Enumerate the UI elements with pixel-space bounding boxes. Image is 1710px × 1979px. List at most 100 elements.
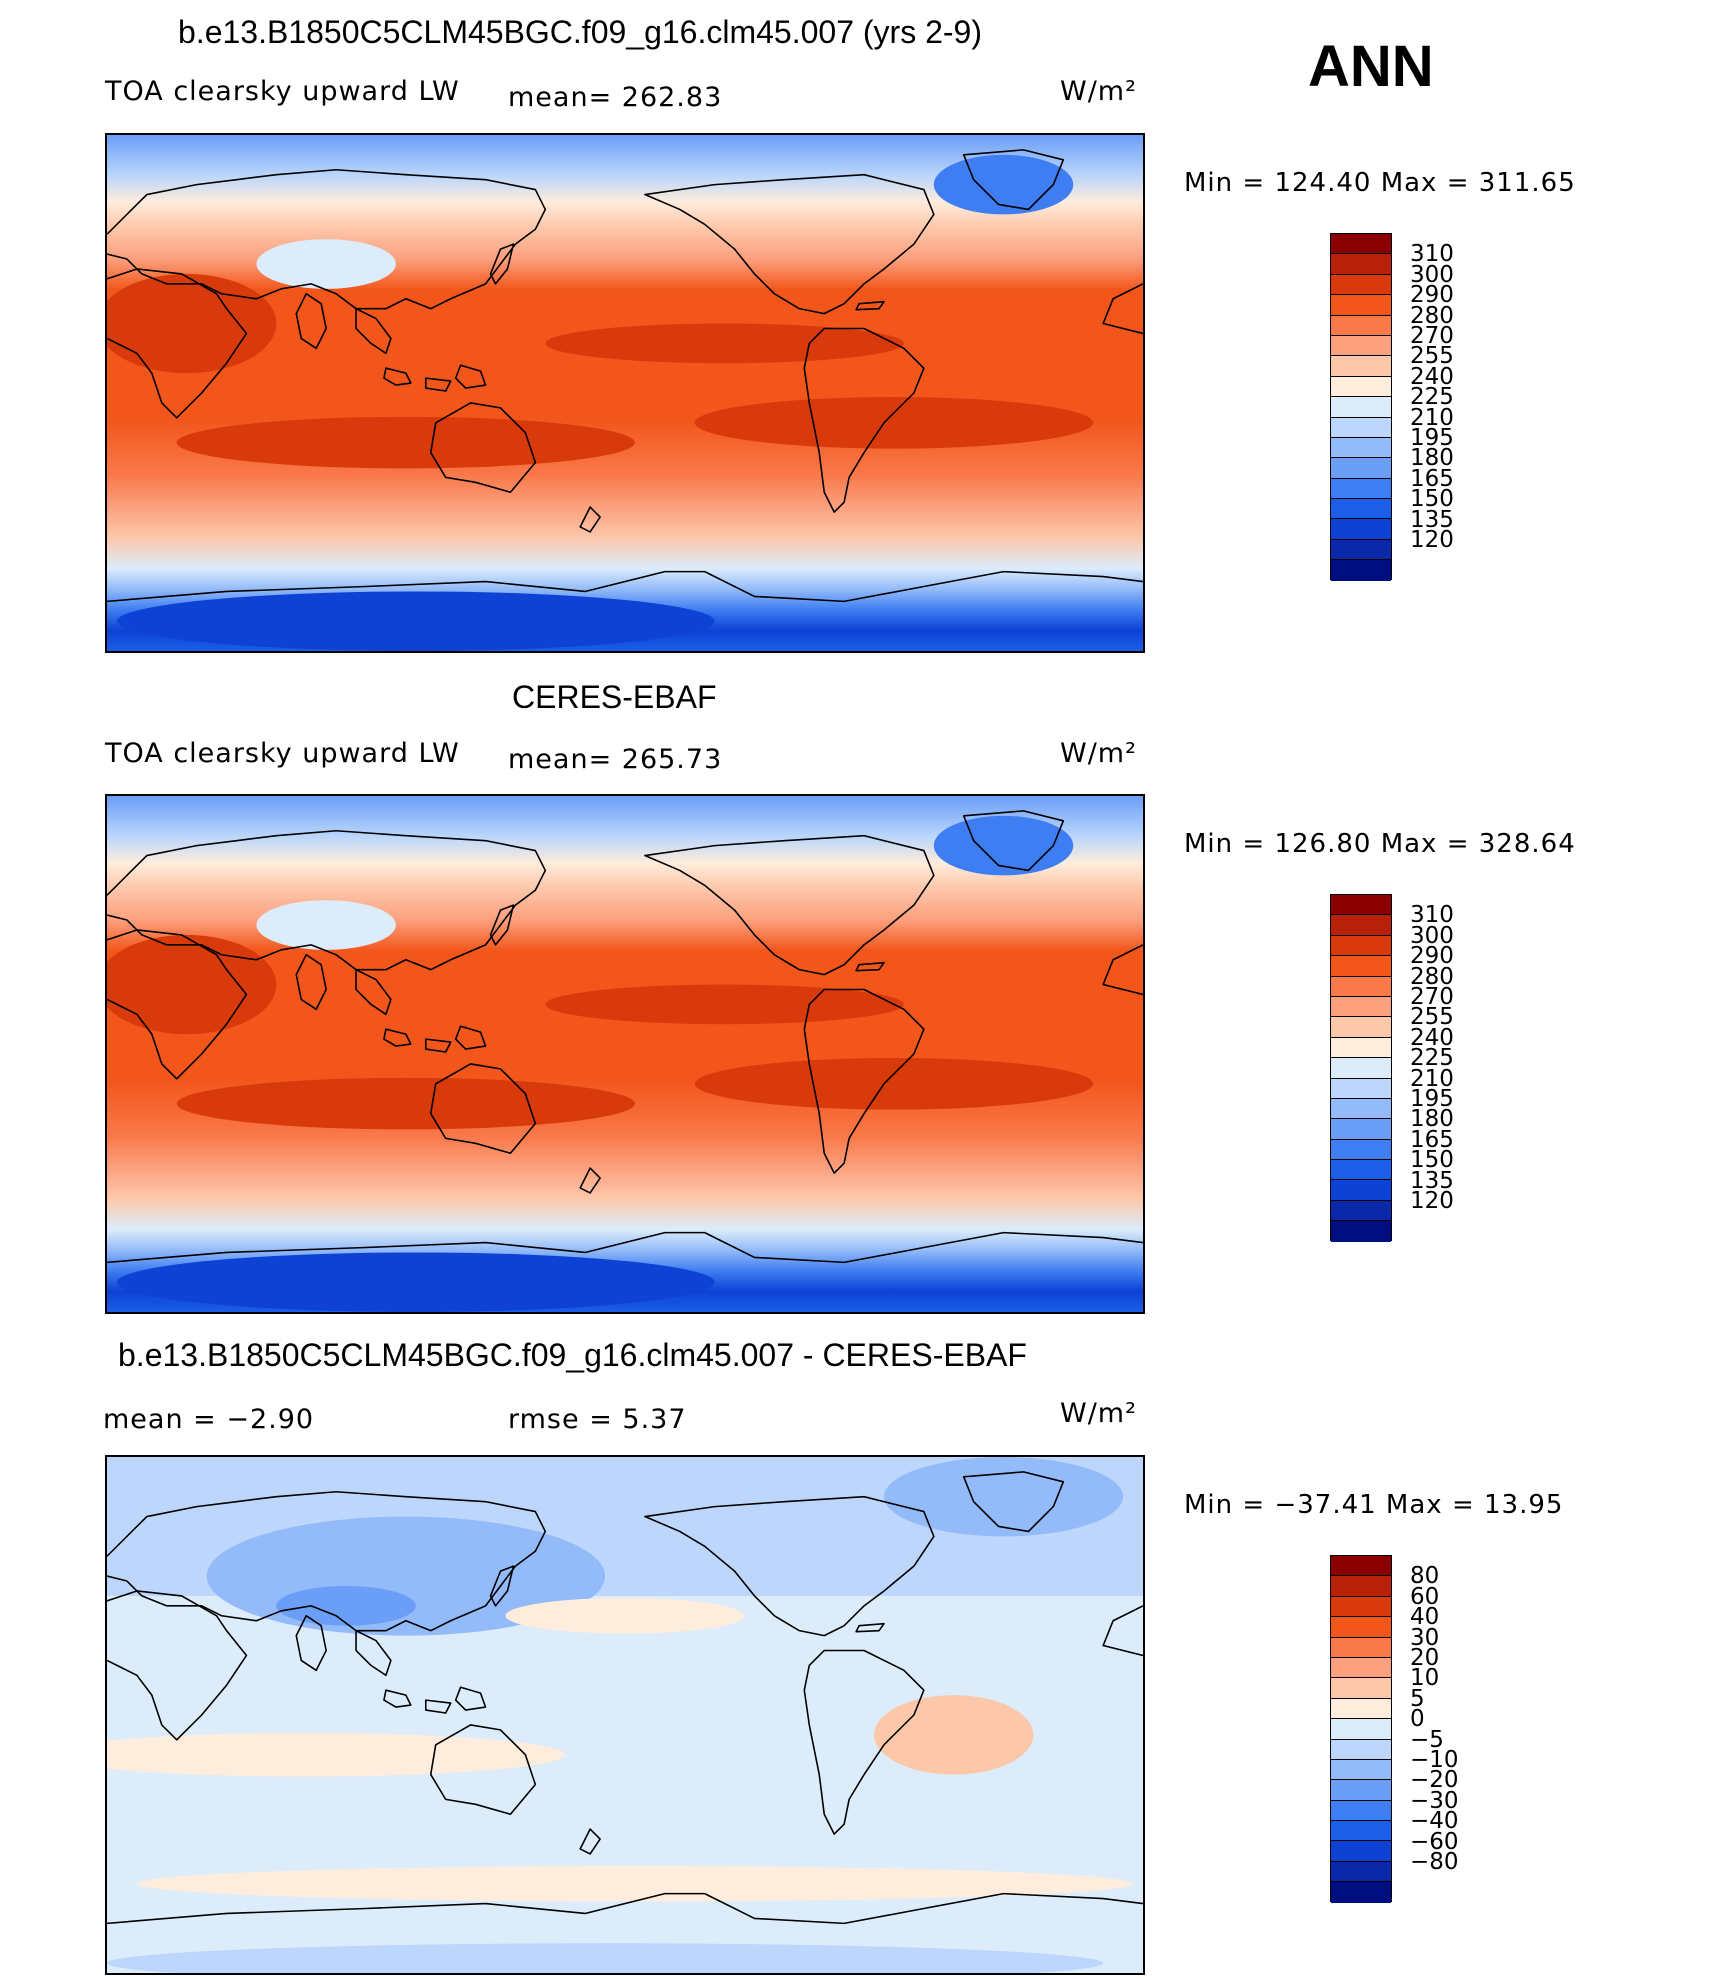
colorbar-swatch [1331, 437, 1391, 459]
colorbar-swatch [1331, 1037, 1391, 1059]
panel-2-colorbar [1330, 894, 1392, 1242]
colorbar-tick-label: 10 [1410, 1665, 1440, 1692]
colorbar-swatch [1331, 1759, 1391, 1781]
colorbar-swatch [1331, 1780, 1391, 1801]
panel-1-colorbar [1330, 233, 1392, 581]
colorbar-tick-label: 240 [1410, 363, 1454, 390]
panel-2-map-svg [107, 796, 1143, 1312]
colorbar-swatch [1331, 560, 1391, 581]
colorbar-swatch [1331, 1841, 1391, 1862]
colorbar-swatch [1331, 1861, 1391, 1883]
colorbar-tick-label: 165 [1410, 1126, 1454, 1153]
colorbar-swatch [1331, 1882, 1391, 1903]
panel-2-mean: mean= 265.73 [508, 744, 723, 775]
colorbar-tick-label: 80 [1410, 1563, 1440, 1590]
panel-2-title: CERES-EBAF [512, 679, 717, 715]
panel-3-colorbar [1330, 1555, 1392, 1903]
colorbar-tick-label: 135 [1410, 1167, 1454, 1194]
colorbar-tick-label: 180 [1410, 1106, 1454, 1133]
colorbar-swatch [1331, 478, 1391, 500]
colorbar-tick-label: 135 [1410, 506, 1454, 533]
colorbar-swatch [1331, 1678, 1391, 1699]
colorbar-tick-label: −10 [1410, 1747, 1459, 1773]
panel-2-map [105, 794, 1145, 1314]
colorbar-tick-label: −5 [1410, 1726, 1444, 1753]
colorbar-tick-label: 270 [1410, 984, 1454, 1010]
panel-1-minmax: Min = 124.40 Max = 311.65 [1184, 168, 1576, 198]
colorbar-tick-label: 240 [1410, 1024, 1454, 1051]
panel-3-map-svg [107, 1457, 1143, 1973]
colorbar-swatch [1331, 376, 1391, 398]
colorbar-tick-label: 5 [1410, 1685, 1425, 1712]
colorbar-swatch [1331, 315, 1391, 336]
colorbar-tick-label: −60 [1410, 1828, 1459, 1855]
colorbar-tick-label: 210 [1410, 404, 1454, 431]
colorbar-tick-label: 165 [1410, 465, 1454, 492]
colorbar-tick-label: 40 [1410, 1604, 1440, 1631]
colorbar-tick-label: 255 [1410, 1004, 1454, 1031]
colorbar-swatch [1331, 1657, 1391, 1679]
colorbar-swatch [1331, 539, 1391, 561]
colorbar-swatch [1331, 1719, 1391, 1740]
colorbar-swatch [1331, 1119, 1391, 1140]
colorbar-swatch [1331, 295, 1391, 316]
colorbar-swatch [1331, 254, 1391, 275]
colorbar-tick-label: 310 [1410, 241, 1454, 268]
season-label: ANN [1308, 34, 1434, 99]
colorbar-swatch [1331, 1637, 1391, 1658]
colorbar-tick-label: 280 [1410, 963, 1454, 990]
colorbar-swatch [1331, 274, 1391, 296]
colorbar-tick-label: 195 [1410, 425, 1454, 451]
panel-3-title: b.e13.B1850C5CLM45BGC.f09_g16.clm45.007 … [118, 1337, 1027, 1373]
panel-3-minmax: Min = −37.41 Max = 13.95 [1184, 1490, 1564, 1520]
colorbar-swatch [1331, 1160, 1391, 1181]
colorbar-tick-label: −80 [1410, 1849, 1459, 1875]
colorbar-swatch [1331, 1556, 1391, 1577]
panel-1-map [105, 133, 1145, 653]
panel-2-units: W/m² [1060, 738, 1137, 769]
colorbar-swatch [1331, 1698, 1391, 1720]
colorbar-swatch [1331, 397, 1391, 418]
colorbar-tick-label: 150 [1410, 1147, 1454, 1174]
colorbar-tick-label: 120 [1410, 1188, 1454, 1214]
colorbar-tick-label: −40 [1410, 1808, 1459, 1835]
panel-1-variable: TOA clearsky upward LW [105, 76, 460, 107]
panel-3-units: W/m² [1060, 1398, 1137, 1429]
colorbar-tick-label: 280 [1410, 302, 1454, 329]
colorbar-tick-label: 300 [1410, 922, 1454, 949]
colorbar-swatch [1331, 996, 1391, 1018]
colorbar-swatch [1331, 1617, 1391, 1638]
panel-3-rmse: rmse = 5.37 [508, 1404, 687, 1435]
colorbar-swatch [1331, 1139, 1391, 1161]
colorbar-tick-label: −30 [1410, 1787, 1459, 1814]
colorbar-tick-label: 225 [1410, 384, 1454, 411]
colorbar-swatch [1331, 1098, 1391, 1120]
colorbar-swatch [1331, 1221, 1391, 1242]
panel-1-mean: mean= 262.83 [508, 82, 723, 113]
colorbar-swatch [1331, 458, 1391, 479]
colorbar-tick-label: 255 [1410, 343, 1454, 370]
colorbar-tick-label: 150 [1410, 486, 1454, 513]
colorbar-tick-label: 310 [1410, 902, 1454, 929]
colorbar-swatch [1331, 1739, 1391, 1760]
colorbar-swatch [1331, 1078, 1391, 1099]
colorbar-swatch [1331, 1058, 1391, 1079]
colorbar-swatch [1331, 356, 1391, 377]
colorbar-swatch [1331, 1017, 1391, 1038]
colorbar-swatch [1331, 976, 1391, 997]
colorbar-tick-label: 225 [1410, 1045, 1454, 1072]
colorbar-swatch [1331, 1576, 1391, 1597]
colorbar-swatch [1331, 915, 1391, 936]
colorbar-tick-label: 30 [1410, 1624, 1440, 1651]
colorbar-swatch [1331, 895, 1391, 916]
colorbar-tick-label: 0 [1410, 1706, 1425, 1733]
panel-1-units: W/m² [1060, 76, 1137, 107]
panel-1-map-svg [107, 135, 1143, 651]
colorbar-swatch [1331, 335, 1391, 357]
colorbar-swatch [1331, 1180, 1391, 1201]
colorbar-tick-label: 195 [1410, 1086, 1454, 1112]
panel-3-mean: mean = −2.90 [103, 1404, 315, 1435]
colorbar-swatch [1331, 499, 1391, 520]
colorbar-tick-label: 290 [1410, 943, 1454, 970]
colorbar-swatch [1331, 1596, 1391, 1618]
